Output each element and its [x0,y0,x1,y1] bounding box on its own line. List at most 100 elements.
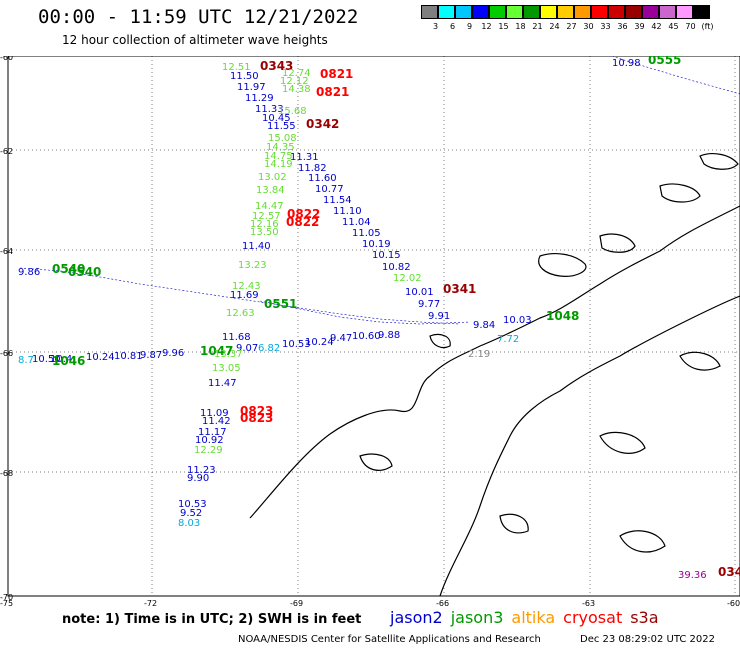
wave-height-label: 14.47 [255,201,284,212]
wave-height-label: 10.24 [86,352,115,363]
wave-height-label: 14.19 [264,159,293,170]
island-1 [538,253,587,277]
wave-height-label: 11.55 [267,121,296,132]
wave-height-label: 11.50 [230,71,259,82]
longitude-label: -75 [0,599,13,606]
color-scale-swatch [421,5,438,19]
wave-height-label: 12.12 [280,76,309,87]
wave-height-label: 14.35 [266,142,295,153]
wave-height-label: 10.92 [195,435,224,446]
island-7 [499,513,529,534]
color-scale-swatch [591,5,608,19]
pass-time-label: 0822 [286,215,319,229]
latitude-label: -66 [0,349,13,358]
generation-timestamp: Dec 23 08:29:02 UTC 2022 [580,634,715,645]
wave-height-label: 13.50 [250,227,279,238]
wave-height-label: 10.53 [178,499,207,510]
satellite-track [19,267,461,325]
wave-height-label: 14.75 [264,151,293,162]
wave-height-label: 9.88 [378,330,400,341]
wave-height-label: 12.57 [252,211,281,222]
wave-height-label: 11.10 [333,206,362,217]
wave-height-label: 9.86 [18,267,40,278]
wave-height-label: 10.77 [315,184,344,195]
wave-height-label: 9.87 [140,350,162,361]
wave-height-label: 9.47 [330,333,352,344]
pass-time-label: 1048 [546,309,579,323]
color-scale-label: 6 [449,22,456,31]
legend-altika: altika [511,608,556,627]
wave-height-label: 9.91 [428,311,450,322]
wave-height-label: 13.84 [256,185,285,196]
island-8 [599,431,646,454]
latitude-label: -62 [0,147,13,156]
color-scale-swatch [557,5,574,19]
wave-height-label: 11.33 [255,104,284,115]
wave-height-label: 6.82 [258,343,280,354]
legend-jason2: jason2 [390,608,443,627]
wave-height-label: 12.63 [226,308,255,319]
legend-cryosat: cryosat [563,608,623,627]
wave-height-label: 11.09 [200,408,229,419]
wave-height-label: 12.02 [393,273,422,284]
legend-s3a: s3a [630,608,659,627]
map-title: 00:00 - 11:59 UTC 12/21/2022 [38,6,359,28]
color-scale-label: 45 [668,22,679,31]
wave-height-label: 11.05 [352,228,381,239]
wave-height-label: 10.82 [382,262,411,273]
pass-time-label: 0823 [240,404,273,418]
map-frame [7,55,740,597]
wave-height-label: 11.17 [198,427,227,438]
wave-height-map: 12.51 0343 12.74 0821 11.50 12.12 11.97 14.38 08… [0,53,740,608]
wave-height-label: 9.52 [180,508,202,519]
pass-time-label: 0822 [287,207,320,221]
color-scale-label: 39 [634,22,645,31]
wave-height-label: 7.72 [497,334,519,345]
longitude-label: -60 [727,599,740,606]
color-scale-swatch [438,5,455,19]
antarctic-peninsula-coast [249,205,740,519]
color-scale-swatch [608,5,625,19]
axis-labels: -60 -62 -64 -66 -68 -70-75 -72 -69 -66 -63 -60 [0,53,740,608]
wave-height-label: 12.51 [222,62,251,73]
longitude-label: -72 [144,599,157,606]
pass-time-label: 0821 [316,85,349,99]
longitude-label: -63 [582,599,595,606]
map-subtitle: 12 hour collection of altimeter wave hei… [62,33,328,47]
wave-height-label: 10.53 [282,339,311,350]
wave-height-label: 39.36 [678,570,707,581]
wave-height-label: 10.45 [262,113,291,124]
satellite-track [611,55,740,95]
color-scale-swatch [659,5,676,19]
wave-height-label: 11.29 [245,93,274,104]
wave-height-label: 9.84 [473,320,495,331]
color-scale-label: (ft) [701,22,714,31]
wave-height-label: 10.98 [612,58,641,69]
color-scale-label: 70 [685,22,696,31]
color-scale-swatch [472,5,489,19]
latitude-label: -70 [0,593,13,602]
color-scale-swatch [523,5,540,19]
wave-height-label: 11.54 [323,195,352,206]
legend-jason3: jason3 [450,608,504,627]
satellite-legend: jason2 jason3 altika cryosat s3a [390,608,667,627]
wave-height-label: 10.01 [405,287,434,298]
wave-height-label: 12.43 [232,281,261,292]
latitude-label: -64 [0,247,13,256]
latitude-label: -60 [0,56,13,62]
wave-height-label: 13.37 [214,349,243,360]
pass-time-label: 0341 [443,282,476,296]
pass-time-label: 0823 [240,411,273,425]
pass-time-label: 1047 [200,344,233,358]
wave-height-label: 9.07 [236,343,258,354]
pass-time-label: 0551 [264,297,297,311]
wave-height-label: 9.90 [187,473,209,484]
color-scale-swatch [540,5,557,19]
wave-height-label: 11.31 [290,152,319,163]
color-scale-label: 9 [466,22,473,31]
color-scale-label: 27 [566,22,577,31]
wave-height-label: 11.68 [222,332,251,343]
color-scale-label: 30 [583,22,594,31]
longitude-label: -66 [436,599,449,606]
